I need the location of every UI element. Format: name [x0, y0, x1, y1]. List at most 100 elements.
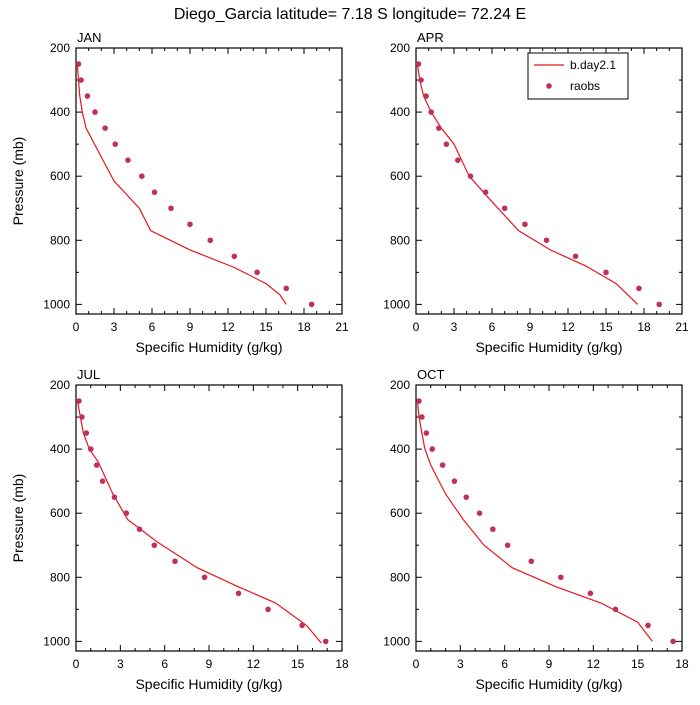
x-tick-label: 0 — [73, 320, 80, 334]
panel-label: OCT — [417, 367, 445, 382]
raobs-point — [139, 173, 145, 179]
figure-title: Diego_Garcia latitude= 7.18 S longitude=… — [174, 6, 526, 23]
y-tick-label: 200 — [390, 41, 410, 55]
raobs-point — [415, 61, 422, 67]
y-tick-label: 600 — [50, 506, 70, 520]
legend-box — [527, 52, 629, 100]
x-tick-label: 15 — [291, 657, 305, 671]
raobs-point — [151, 189, 158, 196]
raobs-point — [476, 510, 483, 516]
raobs-point — [125, 157, 131, 163]
raobs-point — [558, 574, 564, 581]
plot-frame — [415, 384, 683, 652]
raobs-point — [83, 430, 90, 436]
y-tick-label: 400 — [390, 442, 410, 456]
raobs-point — [102, 125, 108, 131]
plot-frame — [75, 47, 343, 315]
y-tick-label: 600 — [50, 169, 70, 183]
panel-oct: OCT 0 3 6 9 12 15 18 200 400 600 800 1000 Specific Hu… — [383, 367, 689, 692]
raobs-point — [136, 526, 143, 533]
raobs-point — [76, 398, 82, 404]
y-tick-label: 400 — [390, 105, 410, 119]
raobs-point — [443, 141, 450, 147]
x-tick-label: 3 — [451, 320, 458, 334]
raobs-point — [423, 430, 430, 436]
raobs-point — [482, 189, 489, 196]
x-tick-label: 6 — [149, 320, 156, 334]
y-tick-label: 800 — [390, 233, 410, 247]
raobs-point — [75, 61, 82, 67]
raobs-point — [187, 221, 193, 228]
x-tick-label: 3 — [117, 657, 124, 671]
raobs-point — [99, 478, 106, 484]
raobs-point — [93, 462, 100, 468]
y-tick-label: 200 — [50, 378, 70, 392]
plot-frame — [415, 47, 683, 315]
x-tick-label: 18 — [297, 320, 311, 334]
y-tick-label: 400 — [50, 442, 70, 456]
raobs-point — [151, 542, 158, 549]
raobs-point — [79, 414, 85, 420]
x-tick-label: 6 — [161, 657, 168, 671]
y-tick-label: 400 — [50, 105, 70, 119]
x-tick-label: 6 — [489, 320, 496, 334]
raobs-point — [572, 253, 579, 260]
panel-label: JAN — [77, 30, 102, 45]
legend-obs-label: raobs — [570, 79, 600, 93]
raobs-point — [636, 285, 642, 292]
raobs-point — [656, 301, 662, 308]
panel-label: APR — [417, 30, 444, 45]
raobs-point — [168, 205, 174, 212]
x-tick-label: 3 — [457, 657, 464, 671]
legend: b.day2.1 raobs — [527, 52, 629, 100]
raobs-point — [429, 446, 436, 452]
raobs-point — [235, 590, 242, 597]
raobs-point — [308, 301, 315, 308]
x-tick-label: 18 — [637, 320, 651, 334]
x-tick-label: 15 — [631, 657, 645, 671]
x-tick-label: 0 — [413, 320, 420, 334]
y-tick-label: 800 — [50, 570, 70, 584]
y-tick-label: 1000 — [43, 634, 70, 648]
raobs-point — [78, 77, 84, 83]
raobs-point — [92, 109, 98, 115]
x-tick-label: 0 — [413, 657, 420, 671]
y-tick-label: 1000 — [43, 297, 70, 311]
x-tick-label: 21 — [335, 320, 349, 334]
raobs-point — [467, 173, 474, 179]
panel-apr: APR 0 3 6 9 12 15 18 21 200 400 600 800 1000 Specific … — [383, 30, 689, 355]
raobs-point — [428, 109, 435, 115]
x-tick-label: 15 — [599, 320, 613, 334]
raobs-point — [528, 558, 535, 565]
raobs-point — [299, 622, 305, 629]
x-tick-label: 12 — [561, 320, 575, 334]
panel-label: JUL — [77, 367, 100, 382]
x-tick-label: 15 — [259, 320, 273, 334]
y-tick-label: 1000 — [383, 297, 410, 311]
raobs-point — [612, 606, 619, 613]
raobs-point — [504, 542, 511, 549]
raobs-point — [436, 125, 442, 131]
raobs-point — [603, 269, 609, 276]
raobs-point — [490, 526, 496, 533]
y-tick-label: 200 — [390, 378, 410, 392]
raobs-point — [418, 77, 424, 83]
raobs-point — [322, 638, 329, 645]
raobs-point — [455, 157, 461, 163]
y-tick-label: 800 — [390, 570, 410, 584]
y-axis-title: Pressure (mb) — [10, 137, 26, 226]
plot-frame — [75, 384, 343, 652]
raobs-point — [439, 462, 446, 468]
raobs-point — [501, 205, 508, 212]
x-tick-label: 9 — [187, 320, 194, 334]
raobs-point — [587, 590, 594, 597]
x-tick-label: 9 — [527, 320, 534, 334]
x-axis-title: Specific Humidity (g/kg) — [135, 339, 282, 355]
raobs-point — [201, 574, 208, 581]
x-tick-label: 18 — [335, 657, 349, 671]
raobs-point — [670, 638, 676, 645]
x-tick-label: 12 — [587, 657, 601, 671]
